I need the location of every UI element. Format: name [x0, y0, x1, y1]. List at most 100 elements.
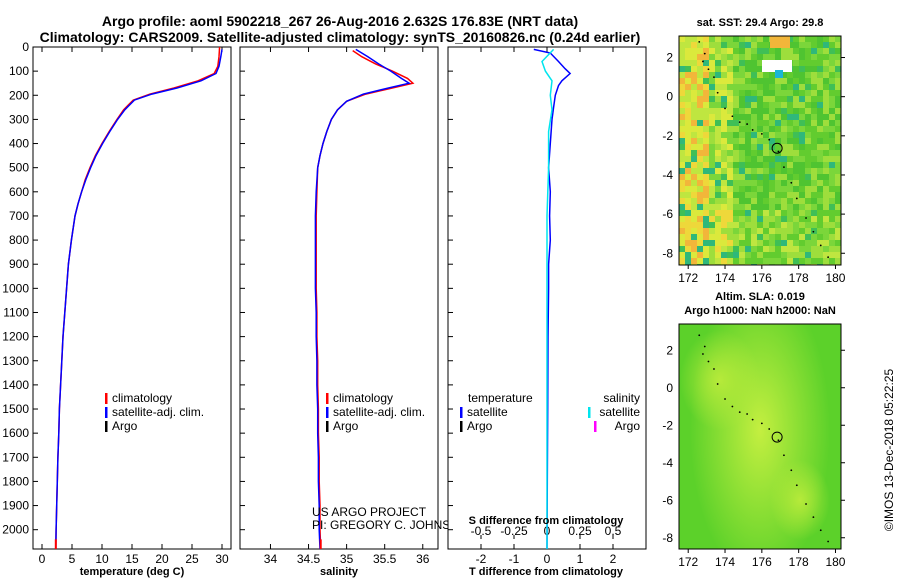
sst-cell: [715, 204, 721, 210]
sst-cell: [727, 66, 733, 72]
sst-cell: [781, 234, 787, 240]
sst-cell: [763, 192, 769, 198]
sst-cell: [835, 96, 841, 102]
sst-cell: [685, 60, 691, 66]
sst-cell: [799, 156, 805, 162]
sst-cell: [709, 156, 715, 162]
sst-cell: [727, 252, 733, 258]
depth-tick-label: 0: [22, 40, 29, 54]
sst-cell: [685, 186, 691, 192]
sst-cell: [715, 240, 721, 246]
sst-cell: [697, 126, 703, 132]
sst-cell: [787, 180, 793, 186]
sst-cell: [709, 72, 715, 78]
depth-tick-label: 1300: [2, 354, 29, 368]
sst-cell: [715, 78, 721, 84]
sst-cell: [751, 138, 757, 144]
sst-cell: [751, 60, 757, 66]
sst-cell: [721, 186, 727, 192]
sst-cell: [733, 240, 739, 246]
sst-cell: [775, 138, 781, 144]
sst-cell: [685, 72, 691, 78]
sst-cell: [829, 90, 835, 96]
sst-cell: [793, 96, 799, 102]
sst-cell: [715, 114, 721, 120]
sst-cell: [817, 222, 823, 228]
sst-cell: [781, 216, 787, 222]
sst-cell: [799, 114, 805, 120]
sla-float-marker: [771, 431, 783, 443]
sst-cell: [715, 210, 721, 216]
sst-cell: [805, 102, 811, 108]
sst-cell: [805, 186, 811, 192]
sst-cell: [685, 108, 691, 114]
sst-cell: [799, 210, 805, 216]
x-tick-label: 10: [95, 552, 109, 566]
sst-cell: [805, 174, 811, 180]
sst-cell: [829, 132, 835, 138]
x-tick-label: 0: [544, 552, 551, 566]
sst-cell: [775, 126, 781, 132]
sst-cell: [829, 78, 835, 84]
sst-cell: [697, 228, 703, 234]
sst-cell: [799, 144, 805, 150]
sst-cell: [763, 252, 769, 258]
sst-cell: [739, 174, 745, 180]
sst-cell: [805, 144, 811, 150]
island-dot: [698, 40, 701, 43]
island-dot: [812, 516, 815, 519]
sst-cell: [781, 108, 787, 114]
sst-cell: [823, 114, 829, 120]
sst-cell: [721, 162, 727, 168]
series-line: [541, 48, 555, 549]
sst-cell: [679, 144, 685, 150]
x-tick-label: 34: [264, 552, 278, 566]
sst-cell: [817, 204, 823, 210]
sst-cell: [715, 174, 721, 180]
sst-cell: [835, 66, 841, 72]
sst-cell: [739, 144, 745, 150]
sst-cell: [799, 234, 805, 240]
sst-cell: [787, 222, 793, 228]
sst-cell: [769, 132, 775, 138]
sst-cell: [679, 96, 685, 102]
sst-cell: [793, 90, 799, 96]
sst-cell: [733, 42, 739, 48]
sst-cell: [829, 54, 835, 60]
sst-cell: [703, 114, 709, 120]
sst-cell: [685, 228, 691, 234]
sst-cell: [817, 144, 823, 150]
sst-cell: [817, 60, 823, 66]
sst-cell: [739, 252, 745, 258]
island-dot: [716, 383, 719, 385]
sst-cell: [709, 78, 715, 84]
salinity-diff-tick-label: 0.5: [605, 524, 622, 538]
sst-cell: [823, 126, 829, 132]
sst-cell: [793, 162, 799, 168]
sst-cell: [721, 54, 727, 60]
sst-cell: [685, 162, 691, 168]
sst-cell: [823, 48, 829, 54]
sst-cell: [739, 78, 745, 84]
sla-map-frame: [678, 323, 842, 550]
sst-cell: [775, 234, 781, 240]
sst-cell: [775, 174, 781, 180]
sst-cell: [775, 120, 781, 126]
temperature-axis-label: temperature (deg C): [80, 566, 185, 578]
sst-cell: [769, 168, 775, 174]
sst-cell: [763, 246, 769, 252]
sst-cell: [799, 66, 805, 72]
sst-cell: [727, 156, 733, 162]
sst-cell: [703, 78, 709, 84]
sst-cell: [697, 36, 703, 42]
sst-cell: [805, 42, 811, 48]
sst-cell: [781, 198, 787, 204]
island-dot: [790, 181, 793, 184]
sst-cell: [739, 246, 745, 252]
sst-cell: [799, 108, 805, 114]
sst-cell: [697, 240, 703, 246]
sst-cell: [817, 96, 823, 102]
sst-cell: [823, 228, 829, 234]
sst-cell: [715, 252, 721, 258]
sst-cell: [835, 186, 841, 192]
